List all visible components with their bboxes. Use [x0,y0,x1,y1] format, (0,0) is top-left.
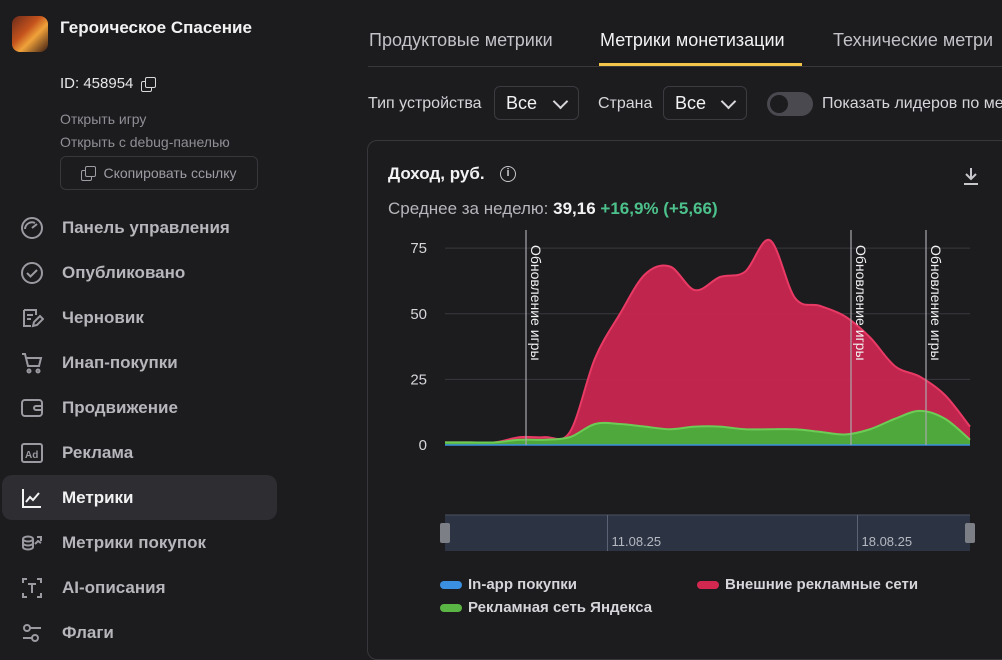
app-title: Героическое Спасение [60,18,252,37]
legend-label: Рекламная сеть Яндекса [468,599,653,616]
line-chart-icon [20,486,44,510]
area-yandex-network [445,410,970,445]
navigator-handle-left [440,523,450,543]
leaders-toggle-label: Показать лидеров по ме [822,95,1002,112]
legend-label: In-app покупки [468,576,578,593]
sidebar-item-flags[interactable]: Флаги [0,610,290,655]
annotation-label: Обновление игры [853,245,869,361]
download-icon[interactable] [962,166,980,186]
chevron-down-icon [720,93,737,110]
coins-icon [20,531,44,555]
filters-bar: Тип устройства Все Страна Все Показать л… [368,86,1002,122]
sidebar-item-ads[interactable]: Ad Реклама [0,430,290,475]
sidebar-item-metrics[interactable]: Метрики [2,475,277,520]
info-icon[interactable] [500,166,516,182]
sidebar-item-promotion[interactable]: Продвижение [0,385,290,430]
open-debug-link[interactable]: Открыть с debug-панелью [60,134,230,150]
y-tick-label: 50 [410,306,427,323]
app-thumbnail[interactable] [12,16,48,52]
country-value: Все [675,92,707,113]
avg-delta: +16,9% (+5,66) [600,199,718,218]
leaders-toggle[interactable] [767,92,813,116]
revenue-chart: 0 25 50 75 Обновление игры Обновление игры Обн… [410,230,975,551]
sidebar-item-label: Панель управления [62,217,230,237]
device-type-value: Все [506,92,538,113]
copy-link-button[interactable]: Скопировать ссылку [60,156,258,190]
sidebar-item-label: Флаги [62,622,114,642]
y-tick-label: 75 [410,240,427,257]
navigator-label: 18.08.25 [862,534,913,549]
sidebar-item-draft[interactable]: Черновик [0,295,290,340]
sidebar-item-label: Опубликовано [62,262,186,282]
chevron-down-icon [552,93,569,110]
sidebar-item-label: Продвижение [62,397,178,417]
sidebar-item-inapp[interactable]: Инап-покупки [0,340,290,385]
legend-item-external[interactable]: Внешние рекламные сети [697,576,918,593]
legend-swatch [440,580,462,589]
device-type-label: Тип устройства [368,95,482,112]
sidebar-item-purchase-metrics[interactable]: Метрики покупок [0,520,290,565]
sidebar-item-label: Инап-покупки [62,352,178,372]
active-tab-indicator [599,63,802,66]
card-title: Доход, руб. [388,164,485,183]
text-ai-icon [20,576,44,600]
sidebar-item-label: AI-описания [62,577,166,597]
app-id: ID: 458954 [60,75,157,92]
sidebar-nav: Панель управления Опубликовано Черновик … [0,205,290,655]
legend-item-inapp[interactable]: In-app покупки [440,576,577,593]
open-game-link[interactable]: Открыть игру [60,111,147,127]
area-external-networks [445,239,970,443]
sidebar-item-label: Реклама [62,442,134,462]
line-external-networks [445,239,971,444]
cart-icon [20,351,44,375]
ad-icon: Ad [20,441,44,465]
navigator-track [445,515,970,551]
annotation-label: Обновление игры [928,245,944,361]
sliders-icon [20,621,44,645]
avg-label: Среднее за неделю: [388,199,549,218]
weekly-average: Среднее за неделю: 39,16 +16,9% (+5,66) [388,199,718,219]
device-type-select[interactable]: Все [494,86,579,120]
edit-icon [20,306,45,330]
navigator-handle-right [965,523,975,543]
gauge-icon [20,216,44,240]
app-id-text: ID: 458954 [60,75,134,92]
avg-value: 39,16 [553,199,596,218]
sidebar-item-published[interactable]: Опубликовано [0,250,290,295]
sidebar: Героическое Спасение ID: 458954 Открыть … [0,0,290,646]
tab-technical-metrics[interactable]: Технические метри [833,30,994,50]
copy-link-label: Скопировать ссылку [103,165,237,181]
tab-product-metrics[interactable]: Продуктовые метрики [369,30,553,50]
sidebar-item-dashboard[interactable]: Панель управления [0,205,290,250]
legend-label: Внешние рекламные сети [725,576,919,593]
country-label: Страна [598,95,653,112]
check-circle-icon [20,261,44,285]
legend-swatch [440,603,462,612]
metrics-tabs: Продуктовые метрики Метрики монетизации … [368,0,1002,67]
copy-icon[interactable] [141,76,157,92]
country-select[interactable]: Все [663,86,747,120]
sidebar-item-label: Метрики покупок [62,532,207,552]
sidebar-item-ai-descriptions[interactable]: AI-описания [0,565,290,610]
legend-swatch [697,580,719,589]
y-tick-label: 25 [410,371,427,388]
line-yandex-network [445,409,971,444]
annotation-label: Обновление игры [528,245,544,361]
navigator-label: 11.08.25 [612,534,662,549]
copy-icon [81,166,97,181]
tab-monetization-metrics[interactable]: Метрики монетизации [600,30,785,50]
svg-text:Ad: Ad [25,450,38,461]
app-header [12,16,48,52]
toggle-knob [770,95,788,113]
legend-item-yandex[interactable]: Рекламная сеть Яндекса [440,599,652,616]
y-tick-label: 0 [419,437,427,454]
wallet-icon [20,396,44,420]
sidebar-item-label: Метрики [62,487,134,507]
sidebar-item-label: Черновик [62,307,144,327]
